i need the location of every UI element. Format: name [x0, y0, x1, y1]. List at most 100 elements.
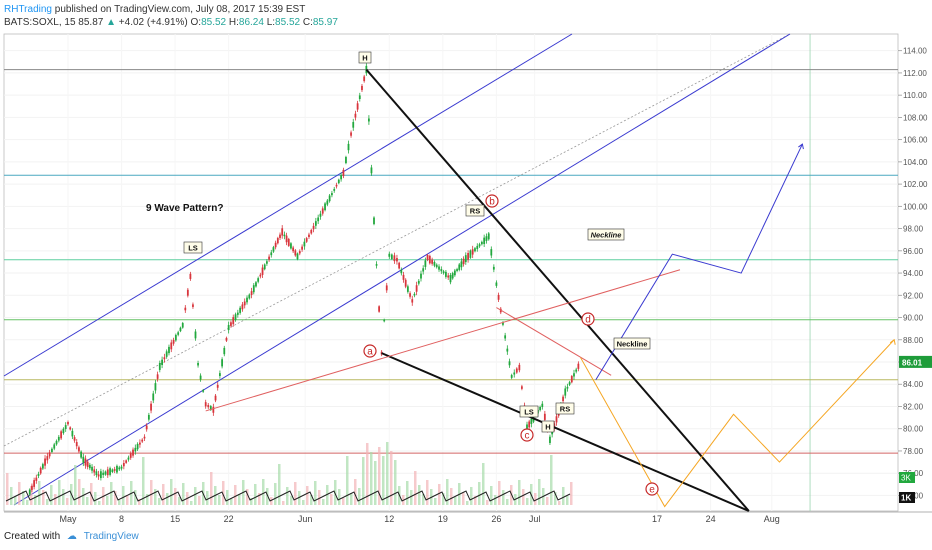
- candle-body: [136, 443, 139, 450]
- ls-label-2: LS: [524, 408, 534, 417]
- candle-body: [192, 304, 194, 307]
- wave-a-label: a: [367, 347, 373, 358]
- volume-bar: [314, 481, 317, 505]
- volume-bar: [6, 473, 9, 505]
- volume-bar: [14, 496, 17, 505]
- candle-body: [368, 118, 370, 122]
- candle-body: [51, 448, 53, 452]
- candle-body: [139, 442, 141, 445]
- candle-body: [204, 402, 207, 407]
- y-tick-label: 88.00: [903, 336, 924, 345]
- wave-b-label: b: [489, 197, 495, 208]
- volume-bar: [478, 482, 481, 505]
- low-value: 85.52: [275, 17, 301, 28]
- candle-body: [279, 234, 281, 238]
- author-name[interactable]: RHTrading: [4, 4, 52, 15]
- price-chart[interactable]: 74.0076.0078.0080.0082.0084.0086.0088.00…: [0, 0, 932, 530]
- candle-body: [145, 425, 148, 430]
- candle-body: [431, 259, 434, 264]
- candle-body: [37, 473, 40, 476]
- candle-body: [243, 301, 246, 306]
- volume-bar: [562, 487, 565, 505]
- candle-body: [236, 312, 239, 315]
- volume-bar: [170, 479, 173, 505]
- volume-bar: [38, 481, 41, 505]
- x-tick-label: 8: [119, 514, 124, 524]
- candle-body: [199, 375, 202, 380]
- neckline-2-box: [613, 337, 651, 350]
- candle-body: [174, 334, 177, 341]
- candle-body: [209, 406, 212, 410]
- candle-body: [207, 405, 210, 408]
- volume-bar: [254, 484, 257, 505]
- candle-body: [492, 266, 495, 270]
- candle-body: [263, 264, 266, 270]
- volume-bar: [366, 443, 369, 505]
- candle-body: [39, 467, 42, 474]
- volume-bar: [222, 481, 225, 505]
- volume-badge: 3K: [901, 474, 911, 483]
- volume-bar: [390, 451, 393, 505]
- volume-bar: [50, 485, 53, 505]
- volume-bar: [322, 499, 325, 505]
- candle-body: [375, 264, 378, 266]
- rs-label-1: RS: [470, 207, 480, 216]
- y-tick-label: 104.00: [903, 158, 928, 167]
- volume-bar: [374, 461, 377, 505]
- candle-body: [71, 430, 74, 437]
- volume-bar: [338, 489, 341, 505]
- candle-body: [555, 416, 558, 423]
- volume-bar: [438, 484, 441, 505]
- candle-body: [480, 241, 483, 245]
- volume-bar: [306, 486, 309, 505]
- candle-body: [326, 200, 329, 205]
- volume-bar: [406, 481, 409, 505]
- wave-c-label: c: [525, 431, 530, 442]
- candle-body: [445, 271, 447, 277]
- y-tick-label: 96.00: [903, 247, 924, 256]
- candle-body: [194, 331, 197, 339]
- wedge-lower-line: [381, 352, 750, 512]
- volume-bar: [282, 501, 285, 505]
- candle-body: [95, 471, 98, 476]
- h-label-2: H: [545, 423, 550, 432]
- up-arrow-icon: ▲: [106, 17, 117, 28]
- candle-body: [134, 447, 137, 452]
- candle-body: [305, 238, 308, 242]
- y-tick-label: 90.00: [903, 314, 924, 323]
- candle-body: [170, 342, 173, 350]
- volume-bar: [482, 463, 485, 505]
- y-tick-label: 98.00: [903, 225, 924, 234]
- candle-body: [347, 143, 350, 151]
- candle-body: [230, 322, 232, 326]
- candle-body: [35, 477, 38, 481]
- tradingview-logo-icon[interactable]: ☁: [66, 531, 77, 542]
- candle-body: [102, 472, 105, 475]
- candle-body: [422, 268, 425, 272]
- candle-body: [458, 264, 461, 270]
- candle-body: [241, 304, 244, 310]
- volume-bar: [346, 456, 349, 505]
- candle-body: [370, 167, 373, 174]
- candle-body: [398, 262, 401, 269]
- candle-body: [189, 273, 192, 279]
- candle-body: [409, 293, 411, 297]
- volume-bar: [362, 457, 365, 505]
- volume-bar: [162, 484, 165, 505]
- candle-body: [335, 184, 338, 187]
- candle-body: [358, 95, 361, 100]
- volume-bar: [278, 464, 281, 505]
- volume-bar: [122, 486, 125, 505]
- volume-bar: [238, 494, 241, 505]
- candle-body: [88, 464, 91, 469]
- channel-upper: [3, 33, 573, 377]
- volume-bar: [114, 491, 117, 505]
- candle-body: [165, 351, 168, 357]
- candle-body: [515, 368, 518, 373]
- current-price-label: 86.01: [902, 358, 923, 367]
- tradingview-brand[interactable]: TradingView: [83, 531, 139, 542]
- candle-body: [292, 247, 295, 252]
- candle-body: [321, 208, 324, 214]
- volume-bar: [138, 499, 141, 505]
- volume-bar: [498, 481, 501, 505]
